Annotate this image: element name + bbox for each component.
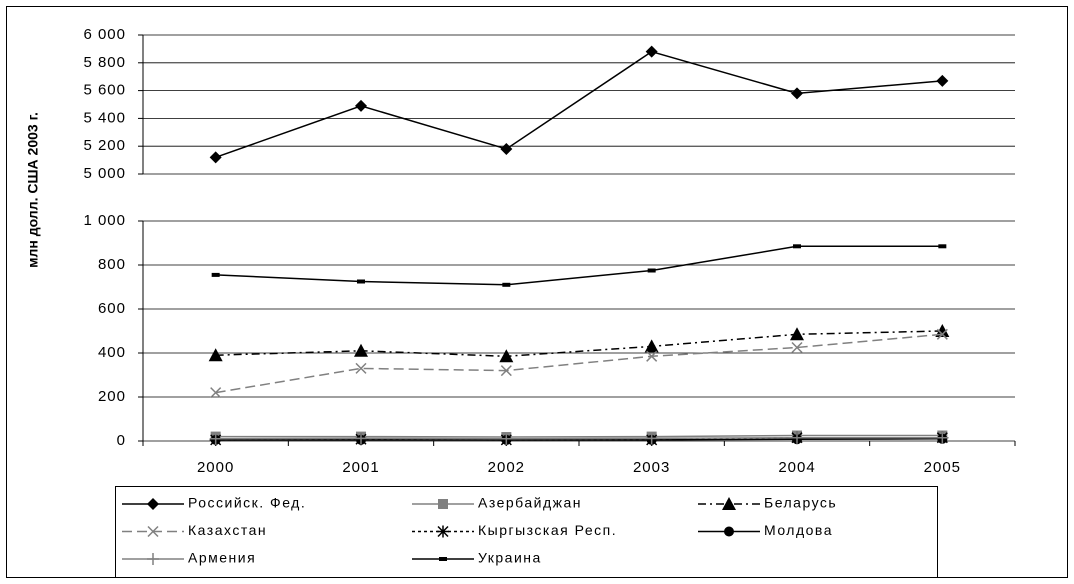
marker xyxy=(209,432,222,445)
legend-label: Кыргызская Респ. xyxy=(478,522,617,538)
marker xyxy=(646,350,658,362)
marker xyxy=(500,365,512,377)
marker xyxy=(791,341,803,354)
series-line xyxy=(215,330,943,358)
y-tick-label: 6 000 xyxy=(83,26,126,43)
marker xyxy=(722,497,736,510)
y-tick-label: 600 xyxy=(98,300,126,317)
series-line xyxy=(215,436,943,440)
marker xyxy=(938,244,947,249)
legend-label: Армения xyxy=(188,550,256,566)
series-line xyxy=(215,50,943,159)
legend-label: Российск. Фед. xyxy=(188,495,306,511)
x-tick-label: 2000 xyxy=(197,459,234,476)
marker xyxy=(209,151,222,164)
x-tick-label: 2001 xyxy=(342,459,379,476)
marker xyxy=(211,272,220,277)
marker xyxy=(791,431,803,444)
marker xyxy=(500,142,513,155)
marker xyxy=(500,432,513,445)
y-tick-label: 5 000 xyxy=(83,165,126,182)
y-tick-label: 0 xyxy=(117,432,126,449)
y-tick-label: 200 xyxy=(98,388,126,405)
x-tick-label: 2005 xyxy=(924,459,961,476)
marker xyxy=(644,339,659,353)
y-tick-label: 5 200 xyxy=(83,137,126,154)
x-tick-label: 2003 xyxy=(633,459,670,476)
y-tick-label: 5 800 xyxy=(83,54,126,71)
series-line xyxy=(215,245,943,286)
y-tick-label: 5 600 xyxy=(83,82,126,99)
marker xyxy=(793,244,801,249)
marker xyxy=(936,431,949,444)
marker xyxy=(645,432,658,445)
marker xyxy=(724,526,734,537)
series-line xyxy=(215,438,943,441)
marker xyxy=(355,99,367,112)
marker xyxy=(790,327,804,341)
marker xyxy=(936,328,948,340)
y-tick-label: 1 000 xyxy=(83,212,126,229)
legend-label: Украина xyxy=(478,550,542,566)
legend-label: Казахстан xyxy=(188,522,267,538)
legend-label: Азербайджан xyxy=(478,495,582,511)
x-tick-label: 2002 xyxy=(488,459,525,476)
marker xyxy=(208,348,223,362)
marker xyxy=(355,362,367,374)
marker xyxy=(147,498,159,510)
marker xyxy=(647,268,656,273)
marker xyxy=(437,525,449,538)
x-tick-label: 2004 xyxy=(778,459,815,476)
y-tick-label: 400 xyxy=(98,344,126,361)
y-axis-label: млн долл. США 2003 г. xyxy=(25,112,41,268)
y-tick-label: 5 400 xyxy=(83,109,126,126)
marker xyxy=(357,279,365,284)
marker xyxy=(354,343,368,357)
marker xyxy=(210,387,222,399)
legend xyxy=(115,486,938,578)
marker xyxy=(502,282,511,287)
series-line xyxy=(215,333,943,394)
marker xyxy=(147,553,159,565)
y-tick-label: 800 xyxy=(98,256,126,273)
legend-items: Российск. Фед. Азербайджан Беларусь Казахст… xyxy=(122,495,837,566)
series-line xyxy=(215,434,943,438)
marker xyxy=(499,349,514,363)
legend-label: Беларусь xyxy=(764,495,837,511)
marker xyxy=(147,525,159,538)
chart-frame xyxy=(6,6,1068,578)
marker xyxy=(791,87,803,100)
marker xyxy=(439,557,447,561)
marker xyxy=(935,324,950,337)
marker xyxy=(645,45,658,58)
legend-label: Молдова xyxy=(764,522,833,538)
marker xyxy=(438,499,448,509)
marker xyxy=(355,432,367,445)
marker xyxy=(936,74,949,87)
